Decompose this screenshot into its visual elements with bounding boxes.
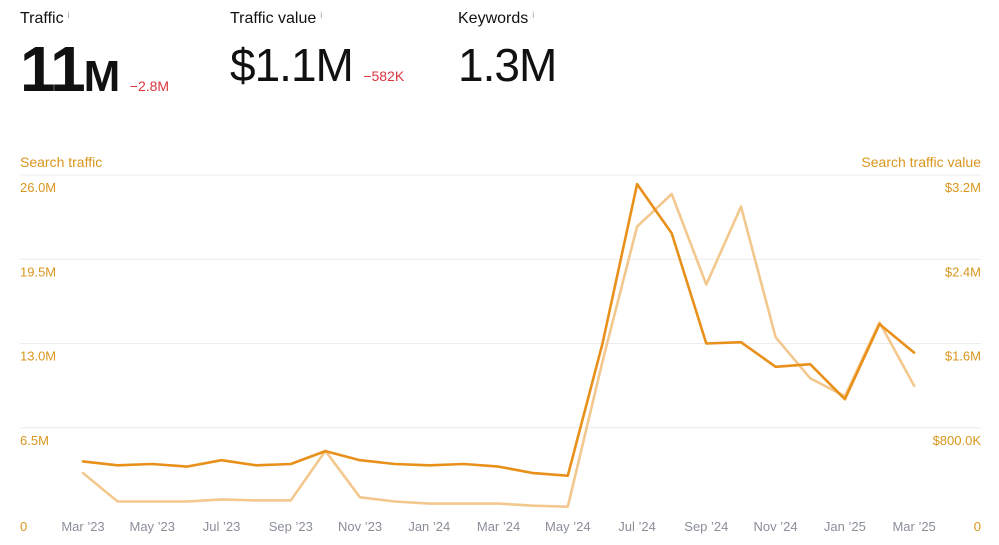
traffic-metric-value: 11: [20, 33, 86, 105]
x-axis-tick-label: Jan ’24: [408, 519, 450, 534]
info-icon[interactable]: i: [532, 10, 535, 20]
x-axis-tick-label: Sep ’23: [269, 519, 313, 534]
traffic-metric-unit: M: [83, 52, 121, 101]
x-axis-tick-label: Mar ’23: [61, 519, 104, 534]
info-icon[interactable]: i: [67, 10, 70, 20]
traffic-value-metric: Traffic value i $1.1M −582K: [230, 10, 404, 92]
right-axis-tick-label: $1.6M: [945, 349, 981, 364]
x-axis-tick-label: Mar ’24: [477, 519, 520, 534]
x-axis-tick-label: Jul ’24: [618, 519, 656, 534]
right-axis-tick-label: $3.2M: [945, 180, 981, 195]
keywords-metric-label: Keywords i: [458, 10, 535, 27]
traffic-metric: Traffic i 11M −2.8M: [20, 10, 169, 106]
x-axis-tick-label: Jan ’25: [824, 519, 866, 534]
left-axis-tick-label: 6.5M: [20, 433, 49, 448]
right-axis-tick-label: 0: [974, 519, 981, 534]
left-axis-tick-label: 0: [20, 519, 27, 534]
x-axis-tick-label: Nov ’24: [754, 519, 798, 534]
keywords-metric-value: 1.3M: [458, 39, 557, 91]
right-axis-tick-label: $2.4M: [945, 264, 981, 279]
x-axis-tick-label: May ’24: [545, 519, 591, 534]
x-axis-tick-label: May ’23: [129, 519, 175, 534]
info-icon[interactable]: i: [320, 10, 323, 20]
left-axis-tick-label: 19.5M: [20, 264, 56, 279]
keywords-metric: Keywords i 1.3M: [458, 10, 557, 92]
left-axis-title: Search traffic: [20, 154, 102, 170]
x-axis-tick-label: Sep ’24: [684, 519, 728, 534]
traffic-metric-label: Traffic i: [20, 10, 70, 27]
x-axis-tick-label: Mar ’25: [892, 519, 935, 534]
right-axis-tick-label: $800.0K: [933, 433, 982, 448]
traffic-value-metric-value: $1.1M: [230, 39, 354, 91]
traffic-value-metric-delta: −582K: [363, 68, 405, 84]
x-axis-tick-label: Nov ’23: [338, 519, 382, 534]
left-axis-tick-label: 13.0M: [20, 349, 56, 364]
left-axis-tick-label: 26.0M: [20, 180, 56, 195]
traffic-metric-delta: −2.8M: [129, 78, 170, 94]
x-axis-tick-label: Jul ’23: [203, 519, 241, 534]
right-axis-title: Search traffic value: [861, 154, 981, 170]
search-traffic-line: [81, 182, 916, 478]
traffic-value-metric-label: Traffic value i: [230, 10, 323, 27]
search-traffic-value-line: [81, 192, 916, 509]
